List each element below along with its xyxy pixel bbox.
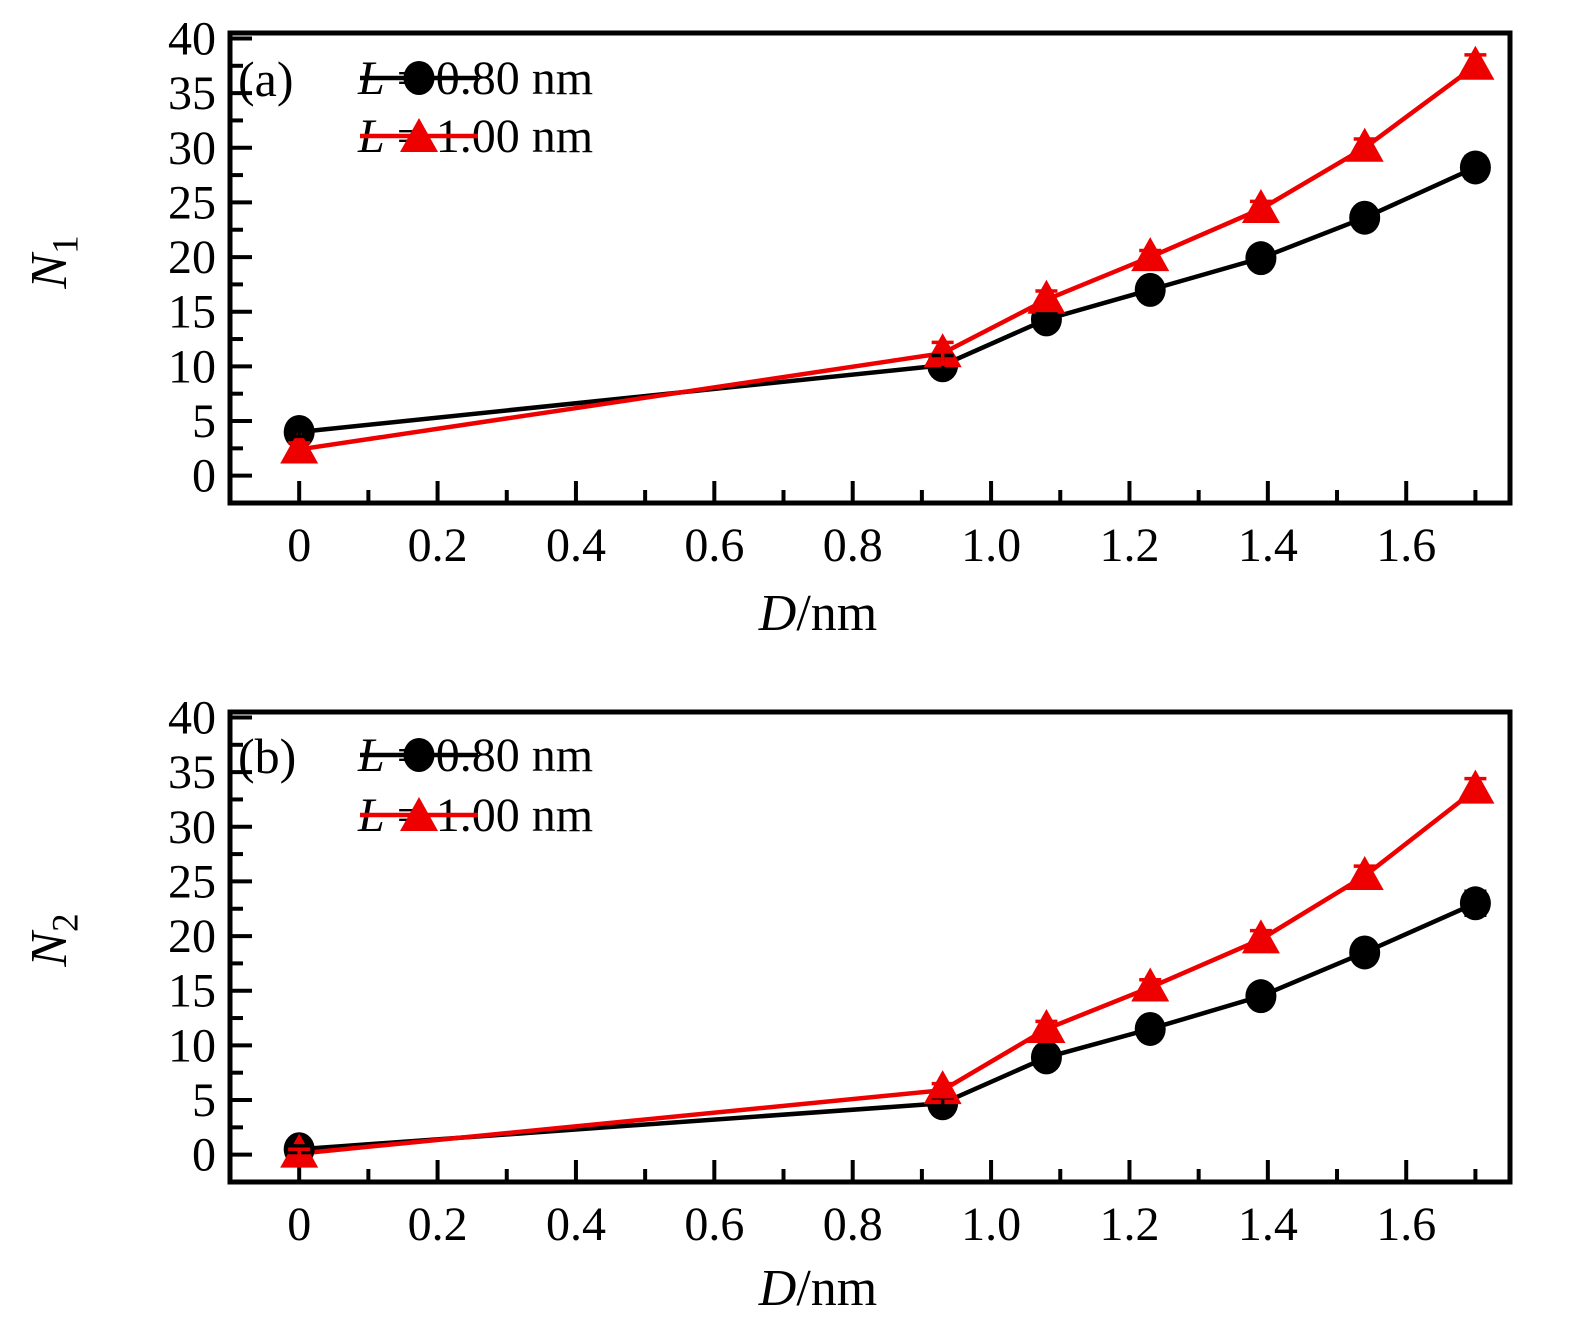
x-tick-label: 1.4 [1238,1198,1298,1251]
series-1-error-bar [1035,289,1058,311]
series-1-error-bar [288,441,311,458]
y-tick-label: 20 [168,910,216,963]
x-tick-label: 0.4 [546,519,606,572]
x-tick-label: 1.2 [1099,1198,1159,1251]
x-tick-label: 0.6 [684,1198,744,1251]
series-1-error-bar [1139,978,1162,997]
y-tick-label: 0 [192,450,216,503]
series-1-error-bar [931,1081,954,1099]
y-tick-label: 10 [168,1019,216,1072]
y-tick-label: 35 [168,67,216,120]
x-tick-label: 1.2 [1099,519,1159,572]
y-tick-label: 10 [168,340,216,393]
series-1-error-bar [1353,864,1376,888]
triangle-marker-icon [360,118,478,152]
triangle-marker-icon [360,797,478,831]
x-tick-label: 1.0 [961,519,1021,572]
series-0-error-bar [1353,210,1376,225]
panel-a-xlabel: D/nm [668,584,968,643]
xlabel-var: D [758,1260,797,1317]
panel-b-tag: (b) [238,728,297,784]
series-0-error-bar [1353,944,1376,961]
series-0-line [299,901,1477,1152]
series-0-error-bar [1464,889,1487,918]
series-1-error-bar [1464,776,1487,803]
series-0-error-bar [1464,154,1487,181]
series-0-error-bar [1139,283,1162,296]
series-0-error-bar [288,425,311,439]
x-tick-label: 0 [287,519,311,572]
series-0-line [298,165,1477,435]
x-tick-label: 1.0 [961,1198,1021,1251]
series-1-error-bar [931,340,954,366]
x-tick-label: 0.4 [546,1198,606,1251]
y-tick-label: 35 [168,746,216,799]
circle-marker-icon [360,61,478,95]
y-tick-label: 15 [168,286,216,339]
legend-item-L080-b: L = 0.80 nm [358,725,593,785]
x-tick-label: 1.4 [1238,519,1298,572]
legend-rest: = 1.00 nm [384,788,594,842]
series-0-error-bar [1035,1050,1058,1065]
series-1-error-bar [1035,1019,1058,1039]
xlabel-var: D [758,585,797,642]
y-tick-label: 5 [192,1074,216,1127]
x-tick-label: 1.6 [1376,1198,1436,1251]
panel-b-chart: 0 0.2 0.4 0.6 0.8 1.0 1.2 1.4 1.6051015202530354… [168,691,1513,1251]
series-1-error-bar [1353,137,1376,159]
ylabel-var: N [21,932,78,967]
ylabel-sub: 2 [45,913,87,933]
y-tick-label: 20 [168,231,216,284]
y-tick-label: 25 [168,855,216,908]
ylabel-sub: 1 [45,235,87,255]
panel-a-ylabel: N1 [20,182,86,342]
series-1-error-bar [1139,248,1162,266]
x-tick-label: 1.6 [1376,519,1436,572]
circle-marker-icon [360,738,478,772]
plot-frame [227,709,1513,1185]
legend-item-L080-a: L = 0.80 nm [358,48,593,108]
legend-label-L100: L = 1.00 nm [358,788,593,843]
series-0-error-bar [1035,312,1058,327]
panel-b-xlabel: D/nm [668,1259,968,1318]
series-1-error-bar [1464,53,1487,79]
panel-a-chart: 0 0.2 0.4 0.6 0.8 1.0 1.2 1.4 1.6051015202530354… [168,12,1513,572]
x-tick-label: 0.2 [408,1198,468,1251]
x-tick-label: 0.8 [823,519,883,572]
series-0-error-bar [1249,988,1272,1004]
y-tick-label: 30 [168,801,216,854]
x-tick-label: 0.6 [684,519,744,572]
y-tick-label: 40 [168,691,216,744]
legend-item-L100-a: L = 1.00 nm [358,106,593,166]
panel-a-tag: (a) [238,51,294,107]
series-1-error-bar [288,1147,311,1160]
x-tick-label: 0.2 [408,519,468,572]
y-tick-label: 5 [192,395,216,448]
y-tick-label: 40 [168,12,216,65]
series-0-error-bar [1139,1021,1162,1037]
y-tick-label: 15 [168,965,216,1018]
xlabel-rest: /nm [796,585,878,642]
series-1-error-bar [1249,199,1272,219]
plot-frame [227,30,1513,506]
xlabel-rest: /nm [796,1260,878,1317]
legend-item-L100-b: L = 1.00 nm [358,785,593,845]
y-tick-label: 25 [168,176,216,229]
x-tick-label: 0 [287,1198,311,1251]
y-tick-label: 0 [192,1129,216,1182]
panel-b-ylabel: N2 [20,860,86,1020]
x-tick-label: 0.8 [823,1198,883,1251]
ylabel-var: N [21,254,78,289]
y-tick-label: 30 [168,122,216,175]
series-0-error-bar [1249,252,1272,265]
series-1-error-bar [1249,928,1272,950]
